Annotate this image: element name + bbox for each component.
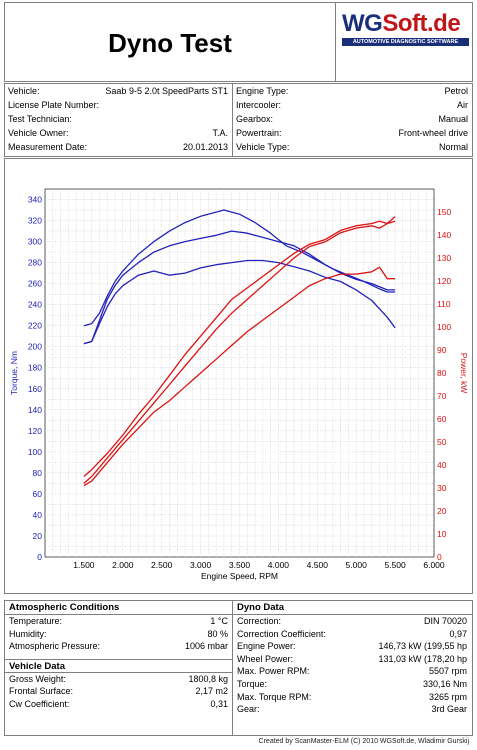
y-left-tick-label: 280 [28,258,42,268]
x-tick-label: 5.500 [384,560,406,570]
y-left-tick-label: 260 [28,279,42,289]
report-header: Dyno Test WGSoft.de AUTOMOTIVE DIAGNOSTI… [4,2,473,82]
info-row-vehicle-type: Vehicle Type: Normal [236,142,468,152]
x-axis-label: Engine Speed, RPM [201,571,278,581]
info-row-engine-type: Engine Type: Petrol [236,86,468,96]
dyno-chart-panel: 1.500 2.000 2.500 3.000 3.500 4.000 4.500 5.000… [4,158,473,594]
y-right-tick-label: 120 [437,276,451,286]
dyno-data-heading: Dyno Data [233,601,472,615]
y-right-tick-label: 40 [437,460,447,470]
x-tick-label: 1.500 [73,560,95,570]
y-right-tick-label: 140 [437,230,451,240]
row-correction-coefficient: Correction Coefficient: 0,97 [237,628,467,639]
info-row-technician: Test Technician: [8,114,72,124]
y-right-tick-label: 30 [437,483,447,493]
y-left-tick-label: 80 [33,468,43,478]
row-torque: Torque: 330,16 Nm [237,678,467,689]
y-left-tick-label: 340 [28,195,42,205]
y-right-tick-label: 110 [437,299,451,309]
x-tick-label: 3.000 [190,560,212,570]
y-right-tick-label: 20 [437,506,447,516]
info-row-gearbox: Gearbox: Manual [236,114,468,124]
y-axis-right-label: Power, kW [459,353,469,394]
vehicle-info-left: Vehicle: Saab 9-5 2.0t SpeedParts ST1 Lic… [5,84,233,156]
y-left-tick-label: 0 [37,552,42,562]
y-right-tick-label: 10 [437,529,447,539]
power-curve-3 [83,266,396,487]
conditions-column: Atmospheric Conditions Temperature: 1 °C … [5,601,233,735]
y-left-tick-label: 120 [28,426,42,436]
y-left-tick-label: 20 [33,531,43,541]
dyno-data-column: Dyno Data Correction: DIN 70020 Correctio… [233,601,472,735]
y-right-tick-label: 50 [437,437,447,447]
y-left-tick-label: 320 [28,216,42,226]
logo-subtitle: AUTOMOTIVE DIAGNOSTIC SOFTWARE [342,38,469,46]
brand-logo: WGSoft.de AUTOMOTIVE DIAGNOSTIC SOFTWARE [335,3,474,81]
x-tick-label: 3.500 [229,560,251,570]
y-right-tick-label: 150 [437,207,451,217]
row-frontal-surface: Frontal Surface: 2,17 m2 [9,686,228,697]
x-tick-label: 6.000 [423,560,445,570]
y-left-tick-label: 140 [28,405,42,415]
info-row-license-plate: License Plate Number: [8,100,100,110]
row-engine-power: Engine Power: 146,73 kW (199,55 hp [237,641,467,652]
chart-grid [44,188,435,558]
y-right-tick-label: 70 [437,391,447,401]
y-left-tick-label: 40 [33,510,43,520]
info-row-powertrain: Powertrain: Front-wheel drive [236,128,468,138]
dyno-chart: 1.500 2.000 2.500 3.000 3.500 4.000 4.500 5.000… [9,188,469,581]
x-tick-label: 4.500 [307,560,329,570]
row-max-power-rpm: Max. Power RPM: 5507 rpm [237,666,467,677]
y-left-tick-label: 240 [28,300,42,310]
y-right-tick-label: 80 [437,368,447,378]
x-tick-label: 2.000 [112,560,134,570]
y-axis-left-label: Torque, Nm [9,351,19,395]
y-left-tick-label: 160 [28,384,42,394]
row-cw-coefficient: Cw Coefficient: 0,31 [9,698,228,709]
torque-curve-1 [83,209,396,327]
info-row-date: Measurement Date: 20.01.2013 [8,142,228,152]
torque-curve-3 [83,259,396,345]
x-tick-label: 2.500 [151,560,173,570]
y-left-tick-label: 200 [28,342,42,352]
y-right-tick-label: 60 [437,414,447,424]
power-curve-1 [83,216,396,477]
atmospheric-heading: Atmospheric Conditions [5,601,232,615]
row-pressure: Atmospheric Pressure: 1006 mbar [9,641,228,652]
chart-ticks: 1.500 2.000 2.500 3.000 3.500 4.000 4.500 5.000… [28,195,452,570]
y-left-tick-label: 60 [33,489,43,499]
info-row-owner: Vehicle Owner: T.A. [8,128,228,138]
y-left-tick-label: 220 [28,321,42,331]
logo-wordmark: WGSoft.de [342,10,461,37]
row-humidity: Humidity: 80 % [9,628,228,639]
row-max-torque-rpm: Max. Torque RPM: 3265 rpm [237,691,467,702]
row-gross-weight: Gross Weight: 1800,8 kg [9,673,228,684]
measurement-data-panel: Atmospheric Conditions Temperature: 1 °C … [4,600,473,736]
row-temperature: Temperature: 1 °C [9,616,228,626]
y-right-tick-label: 100 [437,322,451,332]
page-title: Dyno Test [108,27,232,58]
info-row-vehicle: Vehicle: Saab 9-5 2.0t SpeedParts ST1 [8,86,228,96]
vehicle-data-heading: Vehicle Data [5,658,232,673]
footer-credit: Created by ScanMaster-ELM (C) 2010 WGSof… [258,738,469,745]
row-correction: Correction: DIN 70020 [237,616,467,626]
info-row-intercooler: Intercooler: Air [236,100,468,110]
y-left-tick-label: 100 [28,447,42,457]
y-right-tick-label: 0 [437,552,442,562]
y-right-tick-label: 90 [437,345,447,355]
x-tick-label: 5.000 [346,560,368,570]
power-curve-2 [83,220,396,484]
vehicle-info-panel: Vehicle: Saab 9-5 2.0t SpeedParts ST1 Lic… [4,83,473,157]
vehicle-info-right: Engine Type: Petrol Intercooler: Air Gearb… [233,84,472,156]
row-wheel-power: Wheel Power: 131,03 kW (178,20 hp [237,653,467,664]
y-right-tick-label: 130 [437,253,451,263]
x-tick-label: 4.000 [268,560,290,570]
chart-series [83,209,396,487]
row-gear: Gear: 3rd Gear [237,704,467,715]
y-left-tick-label: 300 [28,237,42,247]
y-left-tick-label: 180 [28,363,42,373]
